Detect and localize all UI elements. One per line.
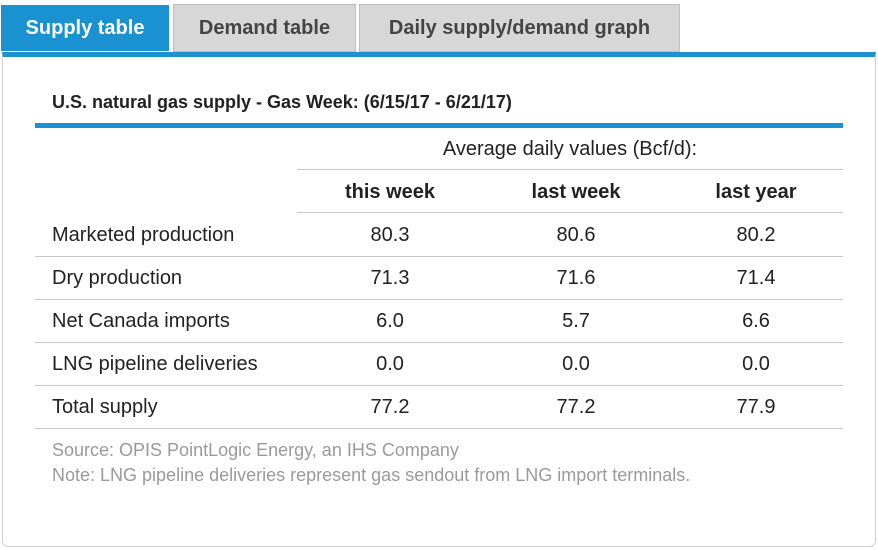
- table-cell: 6.0: [376, 310, 404, 332]
- table-cell: 71.6: [556, 267, 596, 289]
- table-cell: 80.6: [556, 224, 596, 246]
- table-title: U.S. natural gas supply - Gas Week: (6/1…: [52, 92, 512, 112]
- table-cell: 77.2: [556, 396, 596, 418]
- table-cell: 0.0: [562, 353, 590, 375]
- table-cell: 0.0: [376, 353, 404, 375]
- column-header-this-week: this week: [344, 181, 436, 203]
- column-header-divider: [297, 212, 843, 213]
- title-underline: [35, 123, 843, 128]
- row-label-lng-pipeline-deliveries: LNG pipeline deliveries: [52, 353, 258, 375]
- table-cell: 5.7: [562, 310, 590, 332]
- table-cell: 77.2: [370, 396, 410, 418]
- row-label-marketed-production: Marketed production: [52, 224, 235, 246]
- group-header: Average daily values (Bcf/d):: [442, 138, 698, 160]
- table-cell: 6.6: [742, 310, 770, 332]
- tab-demand-table[interactable]: Demand table: [173, 4, 356, 52]
- table-cell: 0.0: [742, 353, 770, 375]
- table-cell: 71.3: [370, 267, 410, 289]
- source-note: Source: OPIS PointLogic Energy, an IHS C…: [52, 440, 459, 460]
- row-divider: [35, 385, 843, 386]
- table-cell: 77.9: [736, 396, 776, 418]
- row-label-net-canada-imports: Net Canada imports: [52, 310, 230, 332]
- tab-daily-supply-demand-graph[interactable]: Daily supply/demand graph: [359, 4, 680, 52]
- row-label-dry-production: Dry production: [52, 267, 183, 289]
- group-header-divider: [297, 169, 843, 170]
- row-divider: [35, 299, 843, 300]
- table-cell: 80.2: [736, 224, 776, 246]
- tab-bar: Supply table Demand table Daily supply/d…: [0, 0, 878, 56]
- table-cell: 71.4: [736, 267, 776, 289]
- column-header-last-week: last week: [531, 181, 621, 203]
- table-bottom-border: [35, 428, 843, 429]
- column-header-last-year: last year: [715, 181, 797, 203]
- row-label-total-supply: Total supply: [52, 396, 158, 418]
- row-divider: [35, 256, 843, 257]
- tab-supply-table[interactable]: Supply table: [1, 5, 169, 51]
- table-cell: 80.3: [370, 224, 410, 246]
- footnote: Note: LNG pipeline deliveries represent …: [52, 465, 691, 485]
- row-divider: [35, 342, 843, 343]
